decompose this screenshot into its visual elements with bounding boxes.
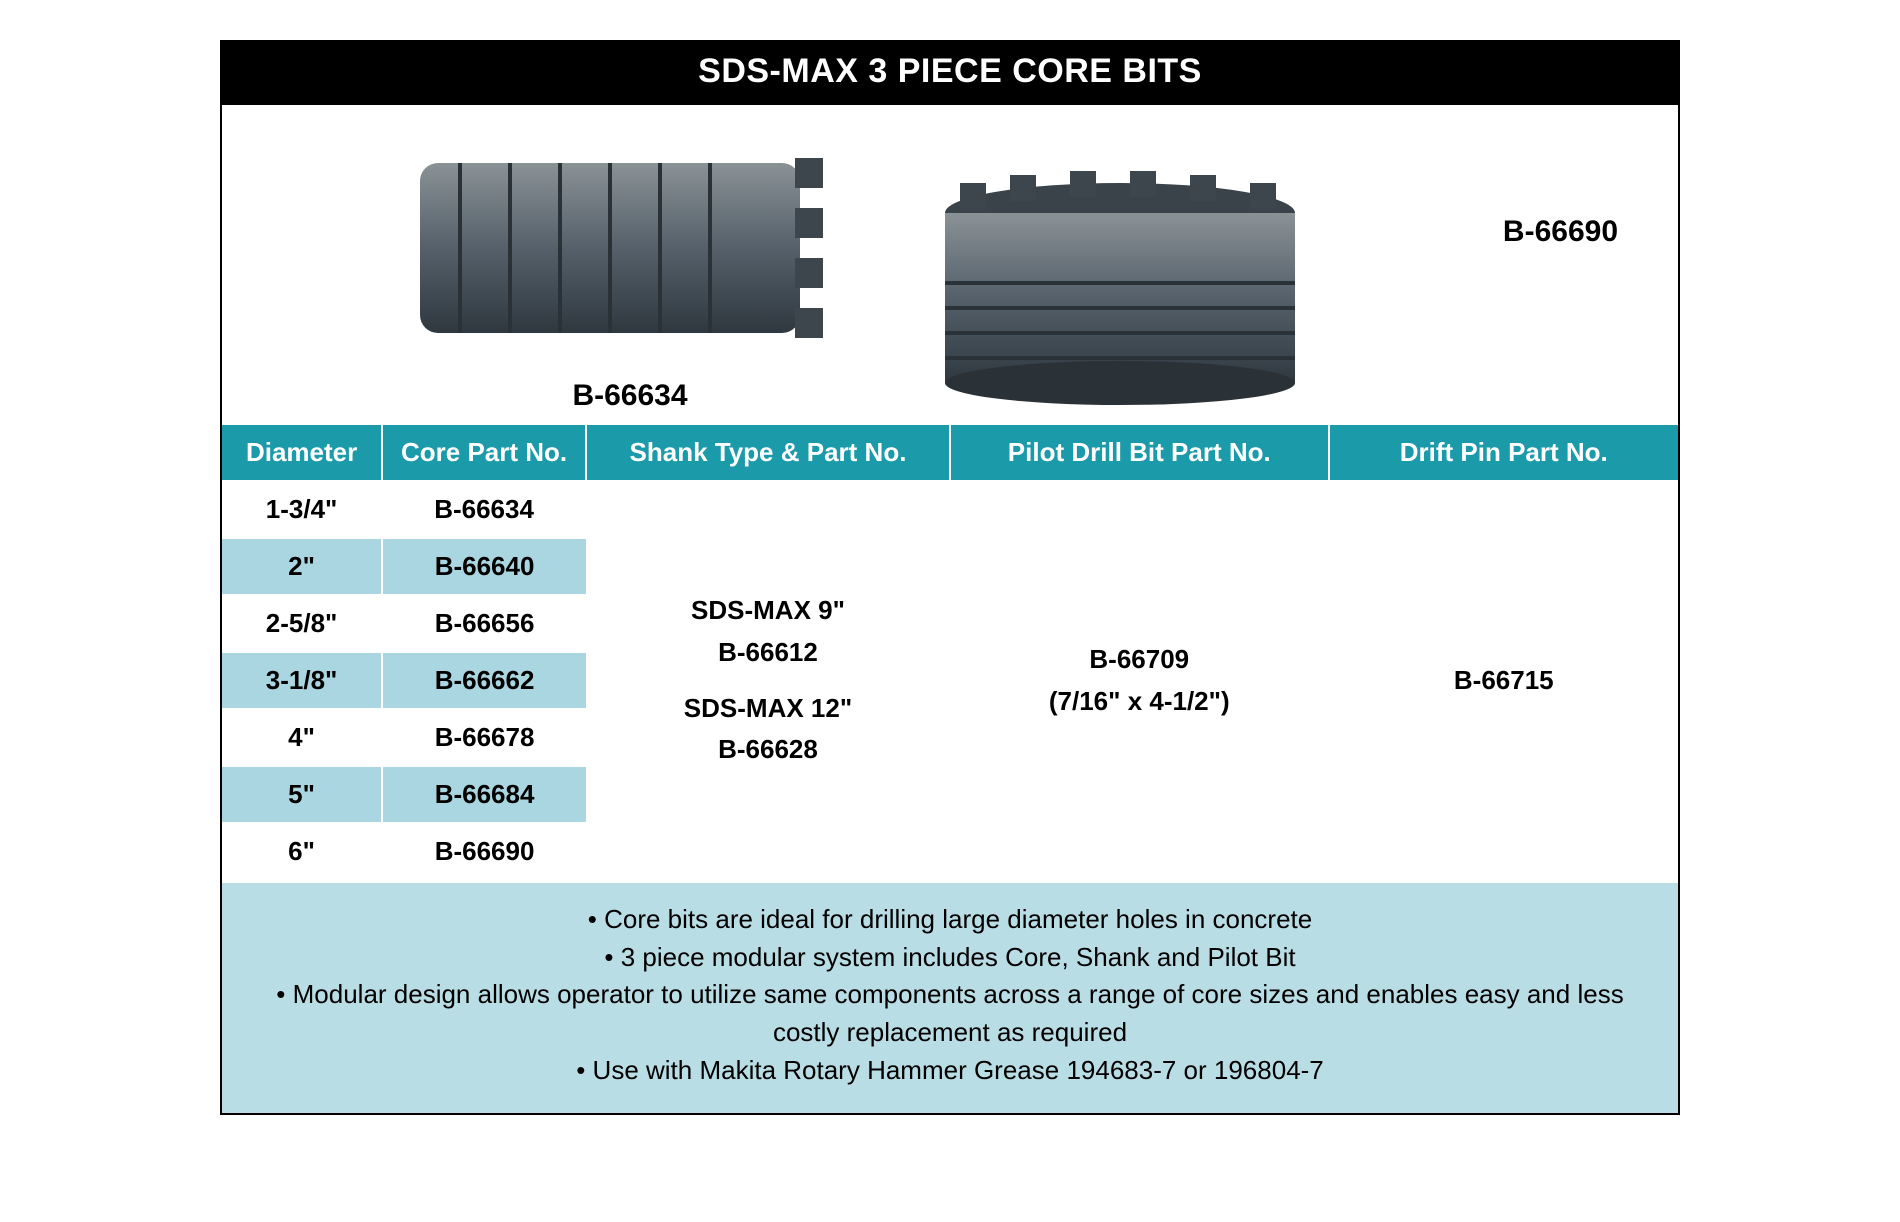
shank-line: SDS-MAX 12" (593, 688, 943, 730)
cell-pilot-merged: B-66709 (7/16" x 4-1/2") (950, 481, 1329, 880)
shank-line: SDS-MAX 9" (593, 590, 943, 632)
title-bar: SDS-MAX 3 PIECE CORE BITS (222, 42, 1678, 105)
note-line: • Use with Makita Rotary Hammer Grease 1… (262, 1052, 1638, 1090)
spec-table: Diameter Core Part No. Shank Type & Part… (222, 425, 1678, 881)
cell-shank-merged: SDS-MAX 9" B-66612 SDS-MAX 12" B-66628 (586, 481, 950, 880)
table-header-row: Diameter Core Part No. Shank Type & Part… (222, 425, 1678, 481)
cell-diameter: 4" (222, 709, 382, 766)
shank-line: B-66612 (593, 632, 943, 674)
note-line: • Modular design allows operator to util… (262, 976, 1638, 1051)
cell-core: B-66662 (382, 652, 586, 709)
product-label-right: B-66690 (1503, 215, 1618, 249)
notes-panel: • Core bits are ideal for drilling large… (222, 881, 1678, 1113)
pilot-line: B-66709 (957, 639, 1322, 681)
note-line: • Core bits are ideal for drilling large… (262, 901, 1638, 939)
cell-drift-merged: B-66715 (1329, 481, 1678, 880)
col-header-diameter: Diameter (222, 425, 382, 481)
cell-diameter: 5" (222, 766, 382, 823)
cell-core: B-66656 (382, 595, 586, 652)
cell-diameter: 1-3/4" (222, 481, 382, 538)
note-line: • 3 piece modular system includes Core, … (262, 939, 1638, 977)
pilot-line: (7/16" x 4-1/2") (957, 681, 1322, 723)
shank-line: B-66628 (593, 729, 943, 771)
product-images-row: B-66634 (222, 105, 1678, 425)
cell-diameter: 6" (222, 823, 382, 880)
spacer (593, 674, 943, 688)
col-header-core: Core Part No. (382, 425, 586, 481)
col-header-pilot: Pilot Drill Bit Part No. (950, 425, 1329, 481)
product-figure-right (920, 143, 1320, 413)
cell-core: B-66678 (382, 709, 586, 766)
core-bit-wide-icon (920, 143, 1320, 413)
cell-core: B-66684 (382, 766, 586, 823)
cell-diameter: 3-1/8" (222, 652, 382, 709)
cell-core: B-66690 (382, 823, 586, 880)
col-header-shank: Shank Type & Part No. (586, 425, 950, 481)
product-figure-left: B-66634 (400, 123, 860, 413)
cell-diameter: 2" (222, 538, 382, 595)
cell-diameter: 2-5/8" (222, 595, 382, 652)
product-label-left: B-66634 (572, 379, 687, 413)
table-row: 1-3/4" B-66634 SDS-MAX 9" B-66612 SDS-MA… (222, 481, 1678, 538)
spec-sheet: SDS-MAX 3 PIECE CORE BITS (220, 40, 1680, 1115)
core-bit-long-icon (400, 123, 860, 373)
col-header-drift: Drift Pin Part No. (1329, 425, 1678, 481)
cell-core: B-66640 (382, 538, 586, 595)
cell-core: B-66634 (382, 481, 586, 538)
